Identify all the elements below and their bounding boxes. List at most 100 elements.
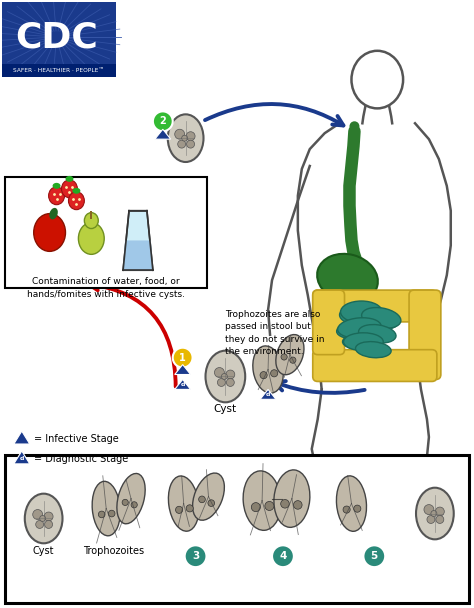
Ellipse shape [168,476,199,531]
Text: Cyst: Cyst [33,546,55,556]
Circle shape [33,510,43,519]
Circle shape [364,545,385,567]
Ellipse shape [253,346,283,393]
Circle shape [260,371,267,379]
Circle shape [109,510,115,517]
FancyBboxPatch shape [313,290,345,354]
Polygon shape [260,389,276,399]
Ellipse shape [274,470,310,527]
Ellipse shape [117,474,145,523]
Text: d: d [266,392,270,397]
Ellipse shape [168,114,203,162]
Ellipse shape [92,482,120,536]
Circle shape [354,505,361,512]
Ellipse shape [343,334,380,350]
Ellipse shape [62,180,77,198]
Text: = Infective Stage: = Infective Stage [34,434,118,444]
Ellipse shape [192,473,224,520]
Ellipse shape [73,188,81,194]
Circle shape [281,354,287,360]
Circle shape [218,378,225,387]
Polygon shape [14,431,30,444]
Text: Trophozoites are also
passed in stool but
they do not survive in
the environment: Trophozoites are also passed in stool bu… [225,310,325,356]
Polygon shape [14,451,30,464]
Circle shape [173,348,192,368]
Circle shape [436,516,444,523]
Ellipse shape [362,308,401,328]
Circle shape [431,511,437,517]
Ellipse shape [358,325,396,343]
Circle shape [175,506,182,513]
Text: 1: 1 [179,353,186,362]
Polygon shape [175,379,191,389]
Ellipse shape [416,488,454,539]
Circle shape [226,370,235,379]
Circle shape [199,496,205,503]
Circle shape [227,378,234,387]
Ellipse shape [25,494,63,544]
Ellipse shape [317,254,378,303]
Circle shape [122,499,128,505]
Circle shape [131,502,137,508]
Ellipse shape [337,318,381,338]
Circle shape [290,357,296,363]
Circle shape [251,503,260,512]
Polygon shape [123,210,153,270]
Circle shape [178,140,186,148]
Ellipse shape [340,301,382,323]
FancyBboxPatch shape [5,177,208,288]
Circle shape [208,500,215,506]
Circle shape [44,512,53,521]
Ellipse shape [361,311,398,330]
FancyBboxPatch shape [2,64,116,77]
Circle shape [343,506,350,513]
FancyBboxPatch shape [2,2,116,74]
Ellipse shape [49,187,64,205]
Ellipse shape [53,183,61,189]
Ellipse shape [276,334,304,375]
Ellipse shape [356,326,392,343]
Text: 5: 5 [371,551,378,561]
Ellipse shape [65,176,73,182]
Circle shape [271,370,278,377]
Circle shape [427,516,435,523]
Polygon shape [123,240,153,270]
Ellipse shape [337,476,366,531]
FancyBboxPatch shape [313,290,437,322]
Circle shape [281,500,289,508]
Circle shape [293,500,302,510]
Circle shape [36,520,44,528]
Text: = Diagnostic Stage: = Diagnostic Stage [34,454,128,464]
Circle shape [265,502,274,511]
FancyBboxPatch shape [409,290,441,379]
Circle shape [214,368,224,378]
Circle shape [185,545,207,567]
Circle shape [182,135,188,141]
Ellipse shape [356,342,391,358]
Ellipse shape [344,333,383,351]
Circle shape [40,516,46,522]
Text: Trophozoites: Trophozoites [82,546,144,556]
Ellipse shape [243,471,281,530]
Circle shape [153,111,173,131]
Ellipse shape [49,208,58,219]
Polygon shape [175,365,191,375]
Ellipse shape [337,321,378,339]
Circle shape [187,140,194,148]
Ellipse shape [206,351,245,402]
Text: d: d [19,457,24,461]
Text: 4: 4 [279,551,287,561]
Text: 2: 2 [159,116,166,126]
FancyBboxPatch shape [313,350,437,381]
Text: SAFER · HEALTHIER · PEOPLE™: SAFER · HEALTHIER · PEOPLE™ [13,68,104,73]
Ellipse shape [78,223,104,254]
Text: d: d [181,382,185,387]
Text: Cyst: Cyst [214,404,237,414]
Ellipse shape [68,192,84,210]
Ellipse shape [84,213,98,229]
Circle shape [272,545,294,567]
Text: CDC: CDC [15,21,98,55]
Circle shape [424,505,434,514]
Circle shape [99,511,105,518]
Text: Contamination of water, food, or
hands/fomites with infective cysts.: Contamination of water, food, or hands/f… [27,277,185,299]
